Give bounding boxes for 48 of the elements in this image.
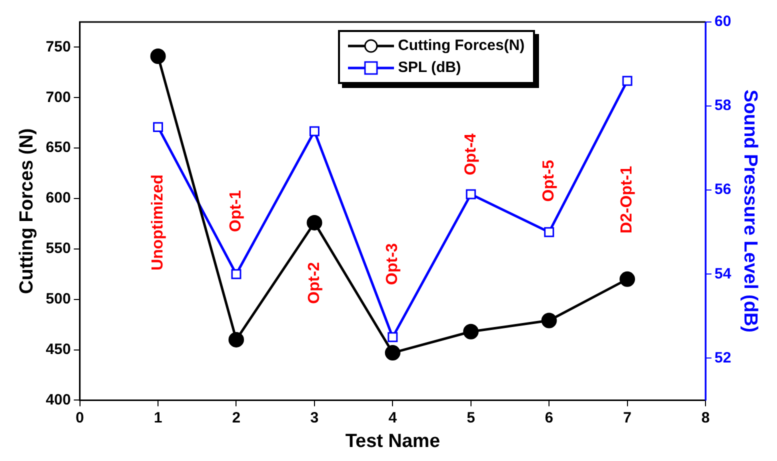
x-tick-label: 7	[623, 409, 632, 426]
y2-tick-label: 58	[714, 97, 732, 114]
point	[150, 48, 166, 64]
x-tick-label: 4	[388, 409, 398, 426]
legend-label: SPL (dB)	[398, 58, 462, 78]
x-tick-label: 8	[701, 409, 710, 426]
annotation: Opt-3	[384, 243, 402, 285]
point	[463, 324, 479, 340]
y-tick-label: 600	[46, 190, 71, 207]
annotation: D2-Opt-1	[618, 166, 636, 234]
y-tick-label: 700	[46, 88, 71, 106]
point	[620, 271, 636, 287]
y-tick-label: 450	[46, 340, 71, 358]
annotation: Opt-4	[462, 133, 480, 176]
y2-tick-label: 54	[714, 265, 732, 282]
x-tick-label: 6	[544, 409, 554, 426]
y2-tick-label: 56	[714, 181, 732, 198]
annotation: Opt-5	[540, 160, 558, 202]
y-tick-label: 650	[46, 139, 71, 156]
y-tick-label: 400	[46, 391, 71, 408]
annotation: Opt-2	[306, 262, 323, 304]
y2-tick-label: 60	[714, 13, 732, 30]
point	[153, 122, 164, 132]
x-axis-title: Test Name	[345, 430, 440, 452]
x-tick-label: 1	[154, 409, 162, 426]
y2-axis-title: Sound Pressure Level (dB)	[739, 90, 760, 333]
y-tick-label: 750	[46, 38, 71, 56]
point	[466, 189, 476, 200]
x-tick-label: 0	[76, 409, 84, 426]
point	[228, 332, 244, 348]
x-tick-label: 5	[466, 409, 476, 426]
point	[541, 312, 557, 328]
y2-tick-label: 52	[714, 349, 732, 366]
legend-label: Cutting Forces(N)	[398, 36, 525, 56]
point	[622, 76, 632, 86]
point	[231, 269, 242, 280]
annotation: Opt-1	[228, 190, 245, 232]
x-tick-label: 3	[310, 409, 319, 426]
y-axis-title: Cutting Forces (N)	[16, 128, 38, 294]
y-tick-label: 500	[46, 290, 71, 308]
point	[309, 126, 320, 136]
point	[544, 227, 554, 238]
annotation: Unoptimized	[149, 174, 166, 270]
point	[306, 214, 322, 230]
point	[384, 345, 400, 361]
x-tick-label: 2	[232, 409, 240, 426]
point	[388, 332, 398, 342]
y-tick-label: 550	[46, 240, 71, 258]
